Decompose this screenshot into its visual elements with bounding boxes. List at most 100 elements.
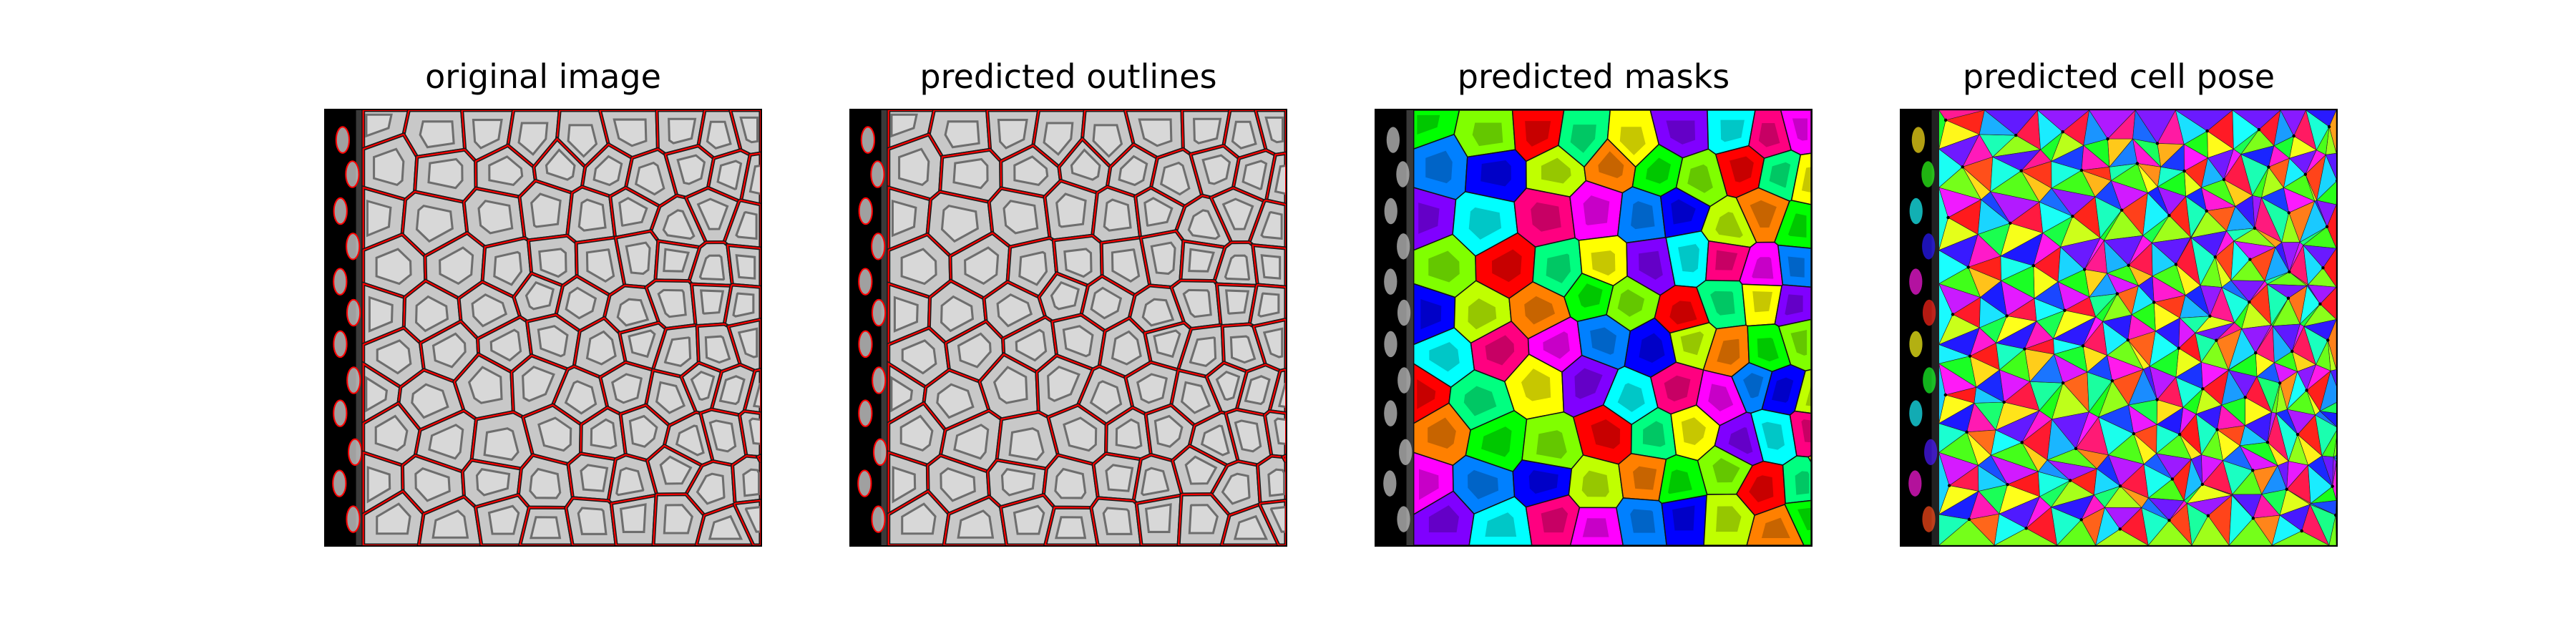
mask-texture	[1485, 512, 1517, 537]
mask-texture	[1574, 368, 1603, 399]
cell-centre	[2254, 351, 2258, 355]
cell-nucleus	[898, 147, 930, 187]
cell-centre	[2083, 268, 2087, 271]
cell-nucleus	[676, 154, 706, 185]
cell-nucleus	[708, 419, 737, 453]
cell-outline	[756, 454, 761, 463]
cell-centre	[2170, 477, 2175, 481]
cell-centre	[2061, 130, 2064, 134]
cell-centre	[1947, 484, 1951, 487]
mask-texture	[1418, 203, 1440, 234]
flow-wedge	[2175, 110, 2208, 145]
cell-centre	[2292, 134, 2296, 138]
cell-nucleus	[616, 298, 650, 327]
cell-nucleus	[580, 464, 609, 492]
mask-texture	[1757, 337, 1779, 362]
cell-centre	[2006, 482, 2009, 487]
cell-nucleus	[700, 289, 725, 315]
cell-centre	[2286, 296, 2290, 300]
flow-wedge	[1979, 110, 2017, 136]
cell-nucleus	[1063, 248, 1093, 278]
cell-nucleus	[1118, 155, 1148, 187]
cell-nucleus	[1018, 250, 1048, 286]
cell-centre	[2079, 518, 2083, 522]
cell-centre	[2288, 270, 2291, 274]
mask-texture	[1481, 426, 1512, 457]
cell-centre	[2200, 482, 2205, 487]
cell-nucleus	[1111, 248, 1141, 283]
cell-nucleus	[577, 507, 608, 535]
cell-nucleus	[1188, 504, 1219, 535]
mask-texture	[1787, 213, 1807, 238]
cell-nucleus	[428, 424, 464, 460]
small-cell	[1909, 197, 1923, 225]
cell-nucleus	[373, 147, 405, 187]
cell-centre	[2208, 314, 2212, 318]
predicted-masks-image	[1375, 109, 1813, 547]
cell-nucleus	[952, 157, 989, 190]
mask-texture	[1771, 377, 1794, 403]
cell-nucleus	[1089, 380, 1123, 415]
mask-texture	[1468, 207, 1502, 240]
cell-nucleus	[545, 148, 576, 181]
cell-centre	[1965, 430, 1968, 434]
cell-centre	[2215, 338, 2218, 342]
mask-texture	[1728, 427, 1753, 454]
cell-centre	[2305, 389, 2308, 392]
cell-centre	[2321, 266, 2325, 270]
cell-centre	[2127, 263, 2130, 268]
cell-centre	[1968, 354, 1972, 358]
mask-texture	[1546, 253, 1571, 283]
cell-nucleus	[1000, 468, 1036, 497]
small-cell	[873, 438, 888, 467]
cell-nucleus	[628, 414, 658, 448]
mask-texture	[1642, 421, 1666, 447]
cell-nucleus	[1115, 418, 1143, 449]
cell-centre	[2024, 527, 2028, 530]
cell-nucleus	[718, 375, 746, 406]
flow-wedge	[2306, 110, 2330, 151]
cell-nucleus	[368, 296, 394, 333]
cell-centre	[2206, 514, 2210, 517]
flow-wedge	[2303, 319, 2336, 341]
cell-nucleus	[662, 209, 696, 240]
cell-nucleus	[366, 466, 391, 504]
mask-texture	[1467, 469, 1499, 499]
cell-centre	[2020, 441, 2024, 444]
mask-texture	[1749, 475, 1774, 503]
mask-texture	[1480, 160, 1511, 187]
cell-nucleus	[477, 200, 514, 235]
flow-wedge	[2333, 455, 2336, 459]
cell-centre	[2005, 314, 2009, 318]
cell-centre	[2110, 379, 2114, 383]
cell-nucleus	[537, 416, 572, 452]
cell-nucleus	[1187, 209, 1221, 240]
flow-wedge	[2319, 411, 2336, 427]
cell-nucleus	[957, 509, 995, 539]
cell-nucleus	[431, 332, 467, 369]
small-cell	[871, 298, 887, 327]
small-cell	[1911, 127, 1926, 153]
small-cell	[870, 160, 885, 188]
cell-centre	[2222, 177, 2226, 182]
cell-nucleus	[1136, 373, 1168, 404]
mask-texture	[1468, 298, 1497, 330]
cell-nucleus	[1274, 417, 1286, 445]
cell-nucleus	[1111, 330, 1142, 366]
cell-mask	[1807, 454, 1811, 463]
cell-nucleus	[1267, 468, 1286, 497]
cell-nucleus	[585, 330, 617, 366]
cell-nucleus	[957, 332, 992, 369]
flow-wedge	[2083, 110, 2108, 146]
mask-texture	[1669, 301, 1697, 325]
cell-nucleus	[1264, 116, 1284, 144]
cell-centre	[2248, 300, 2251, 304]
mask-texture	[1633, 466, 1657, 490]
mask-texture	[1795, 471, 1810, 495]
cell-nucleus	[475, 468, 511, 497]
cell-nucleus	[522, 365, 555, 402]
cell-centre	[2253, 226, 2257, 230]
cell-centre	[2074, 447, 2078, 451]
cell-nucleus	[538, 248, 567, 278]
cell-nucleus	[1013, 155, 1049, 187]
